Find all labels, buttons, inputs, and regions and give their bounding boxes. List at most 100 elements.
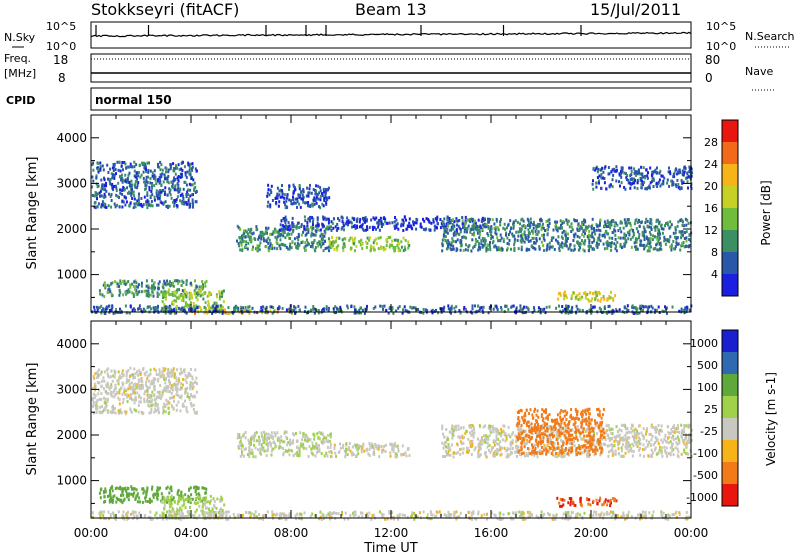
scatter-cell-675 (201, 287, 204, 291)
scatter-cell-681 (99, 488, 102, 492)
scatter-cell-3097 (142, 307, 145, 311)
scatter-cell-1310 (269, 205, 272, 209)
scatter-cell-498 (159, 173, 162, 177)
scatter-cell-184 (163, 369, 166, 373)
scatter-cell-1115 (296, 439, 298, 443)
scatter-cell-171 (143, 195, 146, 199)
scatter-cell-1589 (402, 223, 405, 227)
scatter-cell-101 (107, 392, 110, 396)
scatter-cell-1878 (446, 222, 449, 226)
scatter-cell-235 (137, 198, 140, 202)
scatter-cell-505 (162, 409, 165, 413)
scatter-cell-2485 (441, 243, 444, 247)
scatter-cell-655 (166, 500, 168, 504)
scatter-cell-3331 (126, 311, 129, 315)
scatter-cell-201 (178, 372, 181, 376)
scatter-cell-2502 (677, 220, 680, 224)
scatter-cell-2501 (674, 226, 677, 230)
scatter-cell-2214 (484, 241, 487, 245)
scatter-cell-151 (126, 400, 129, 404)
scatter-cell-90 (133, 194, 136, 198)
scatter-cell-2936 (643, 180, 646, 184)
scatter-cell-1432 (331, 245, 334, 249)
scatter-cell-2902 (620, 181, 623, 185)
scatter-cell-1450 (394, 238, 397, 242)
scatter-cell-3430 (152, 306, 155, 310)
scatter-cell-3019 (170, 308, 173, 312)
scatter-cell-3046 (220, 304, 223, 308)
scatter-cell-2512 (631, 229, 634, 233)
scatter-cell-73 (142, 386, 145, 390)
scatter-cell-931 (288, 236, 290, 240)
scatter-cell-801 (161, 513, 164, 517)
scatter-cell-1376 (328, 239, 331, 243)
scatter-cell-1182 (324, 240, 326, 243)
scatter-cell-3164 (487, 311, 490, 315)
scatter-cell-2769 (624, 172, 627, 176)
scatter-cell-247 (98, 191, 101, 195)
scatter-cell-2955 (652, 177, 655, 181)
scatter-cell-406 (105, 206, 108, 209)
scatter-cell-509 (160, 163, 163, 167)
scatter-cell-1289 (292, 183, 295, 187)
scatter-cell-1889 (454, 233, 457, 237)
scatter-cell-1729 (281, 224, 284, 228)
scatter-cell-185 (188, 168, 191, 172)
scatter-cell-3329 (533, 308, 536, 312)
scatter-cell-473 (100, 187, 103, 191)
scatter-cell-160 (180, 394, 183, 398)
scatter-cell-1526 (395, 218, 398, 222)
scatter-cell-2938 (652, 179, 655, 182)
scatter-cell-2525 (467, 248, 470, 252)
scatter-cell-1287 (294, 197, 297, 201)
scatter-cell-2615 (629, 221, 632, 225)
scatter-cell-2686 (581, 295, 584, 299)
scatter-cell-3076 (353, 305, 356, 309)
scatter-cell-2627 (470, 227, 473, 231)
scatter-cell-1398 (365, 245, 368, 249)
scatter-cell-1876 (465, 236, 468, 240)
scatter-cell-2647 (572, 233, 575, 237)
scatter-cell-1124 (255, 228, 258, 232)
scatter-cell-1113 (318, 240, 321, 244)
scatter-cell-95 (162, 375, 165, 379)
scatter-cell-3230 (479, 307, 481, 311)
scatter-cell-2785 (633, 167, 636, 171)
scatter-cell-1208 (323, 190, 325, 194)
scatter-cell-577 (112, 495, 115, 499)
scatter-cell-189 (171, 182, 174, 186)
scatter-cell-254 (108, 179, 111, 183)
scatter-cell-3189 (112, 311, 115, 315)
scatter-cell-1848 (620, 230, 623, 234)
scatter-cell-3151 (455, 305, 458, 309)
scatter-cell-285 (107, 367, 110, 371)
scatter-cell-735 (211, 509, 214, 513)
scatter-cell-980 (318, 242, 321, 246)
scatter-cell-186 (177, 377, 180, 380)
scatter-cell-3232 (511, 304, 514, 308)
scatter-cell-460 (146, 389, 149, 392)
scatter-cell-149 (175, 198, 178, 202)
scatter-cell-792 (188, 512, 191, 516)
scatter-cell-2469 (666, 223, 669, 227)
scatter-cell-1980 (581, 233, 584, 237)
scatter-cell-462 (192, 385, 195, 389)
scatter-cell-3344 (100, 311, 103, 315)
scatter-cell-887 (328, 450, 331, 454)
scatter-cell-670 (116, 283, 119, 287)
scatter-cell-3351 (327, 306, 330, 310)
scatter-cell-108 (136, 373, 139, 377)
scatter-cell-1075 (239, 454, 242, 458)
scatter-cell-1532 (346, 222, 349, 226)
scatter-cell-506 (94, 192, 97, 196)
scatter-cell-1327 (301, 193, 304, 197)
scatter-cell-17 (137, 410, 140, 414)
scatter-cell-2689 (600, 297, 603, 301)
scatter-cell-769 (191, 296, 194, 300)
scatter-cell-607 (98, 289, 101, 293)
scatter-cell-1414 (348, 238, 351, 242)
scatter-cell-444 (132, 375, 135, 379)
scatter-cell-3371 (631, 304, 634, 308)
scatter-cell-2671 (576, 294, 579, 297)
scatter-cell-984 (289, 242, 292, 246)
